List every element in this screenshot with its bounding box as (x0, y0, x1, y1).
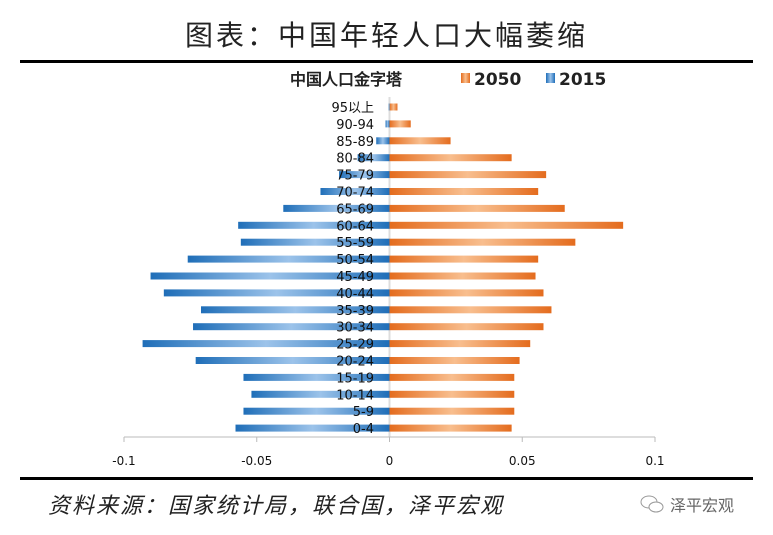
bar-2015-90-94 (385, 120, 390, 128)
category-label: 90-94 (336, 118, 374, 133)
brand: 泽平宏观 (640, 492, 734, 516)
category-label: 65-69 (336, 202, 374, 217)
legend-label-2015: 2015 (559, 70, 606, 90)
bar-2050-10-14 (389, 390, 515, 398)
bar-2015-80-84 (357, 154, 390, 162)
bar-2015-10-14 (251, 390, 390, 398)
bar-2050-70-74 (389, 188, 539, 195)
legend-swatch-2050 (461, 73, 470, 83)
bar-2050-35-39 (389, 306, 552, 314)
brand-name: 泽平宏观 (670, 496, 735, 515)
category-label: 75-79 (336, 169, 374, 184)
category-label: 25-29 (336, 338, 374, 353)
bar-2050-75-79 (389, 171, 547, 179)
legend-swatch-2015 (546, 73, 555, 83)
x-tick-label: 0.05 (509, 454, 536, 468)
bar-2050-20-24 (389, 357, 520, 364)
bar-2015-95以上 (388, 103, 390, 111)
chart-title: 中国人口金字塔 (290, 70, 403, 89)
source-note: 资料来源：国家统计局，联合国，泽平宏观 (48, 494, 505, 519)
bar-2050-30-34 (389, 323, 544, 331)
bar-2015-45-49 (150, 272, 390, 280)
bar-2015-65-69 (283, 204, 390, 212)
bar-2015-35-39 (200, 306, 390, 314)
category-label: 15-19 (336, 371, 374, 386)
bar-2015-55-59 (240, 238, 390, 246)
bar-2050-85-89 (389, 137, 451, 145)
bar-2050-25-29 (389, 340, 531, 348)
category-label: 60-64 (336, 219, 374, 234)
category-label: 20-24 (336, 355, 374, 370)
wechat-icon (640, 495, 664, 513)
bar-2015-5-9 (243, 407, 390, 415)
bar-2015-70-74 (320, 188, 390, 195)
bar-2050-0-4 (389, 424, 512, 432)
bar-2050-80-84 (389, 154, 512, 162)
x-tick-label: -0.05 (241, 454, 272, 468)
bar-2050-5-9 (389, 407, 515, 415)
category-label: 5-9 (353, 405, 374, 420)
category-label: 40-44 (336, 287, 374, 302)
bar-2050-50-54 (389, 255, 539, 263)
bar-2015-50-54 (187, 255, 390, 263)
bottom-divider (20, 477, 753, 480)
bar-2050-40-44 (389, 289, 544, 297)
category-label: 35-39 (336, 304, 374, 319)
bar-2050-65-69 (389, 204, 565, 212)
bar-2050-55-59 (389, 238, 576, 246)
category-label: 30-34 (336, 321, 374, 336)
category-label: 55-59 (336, 236, 374, 251)
bar-2050-90-94 (389, 120, 411, 128)
category-label: 50-54 (336, 253, 374, 268)
top-divider (20, 60, 753, 63)
population-pyramid-chart: 中国人口金字塔 2050 2015 95以上 90-94 85-89 80-84 75-… (112, 70, 664, 468)
bar-2015-85-89 (376, 137, 390, 145)
category-label: 80-84 (336, 152, 374, 167)
category-label: 70-74 (336, 186, 374, 201)
category-label: 45-49 (336, 270, 374, 285)
bar-2015-15-19 (243, 373, 390, 381)
bar-2015-20-24 (195, 357, 390, 364)
x-tick-label: 0 (386, 454, 394, 468)
category-label: 10-14 (336, 388, 374, 403)
bar-2015-30-34 (193, 323, 390, 331)
bar-2050-60-64 (389, 221, 624, 229)
bar-2015-25-29 (142, 340, 390, 348)
bar-2015-40-44 (163, 289, 390, 297)
category-label: 85-89 (336, 135, 374, 150)
x-tick-label: 0.1 (645, 454, 664, 468)
category-label: 95以上 (331, 101, 374, 116)
x-tick-label: -0.1 (112, 454, 135, 468)
bar-2015-60-64 (238, 221, 390, 229)
bar-2050-95以上 (389, 103, 398, 111)
bar-2050-45-49 (389, 272, 536, 280)
bar-2015-0-4 (235, 424, 390, 432)
bar-2050-15-19 (389, 373, 515, 381)
category-label: 0-4 (353, 422, 374, 437)
bar-2015-75-79 (339, 171, 390, 179)
page-title: 图表：中国年轻人口大幅萎缩 (184, 19, 588, 52)
legend-label-2050: 2050 (474, 70, 521, 90)
